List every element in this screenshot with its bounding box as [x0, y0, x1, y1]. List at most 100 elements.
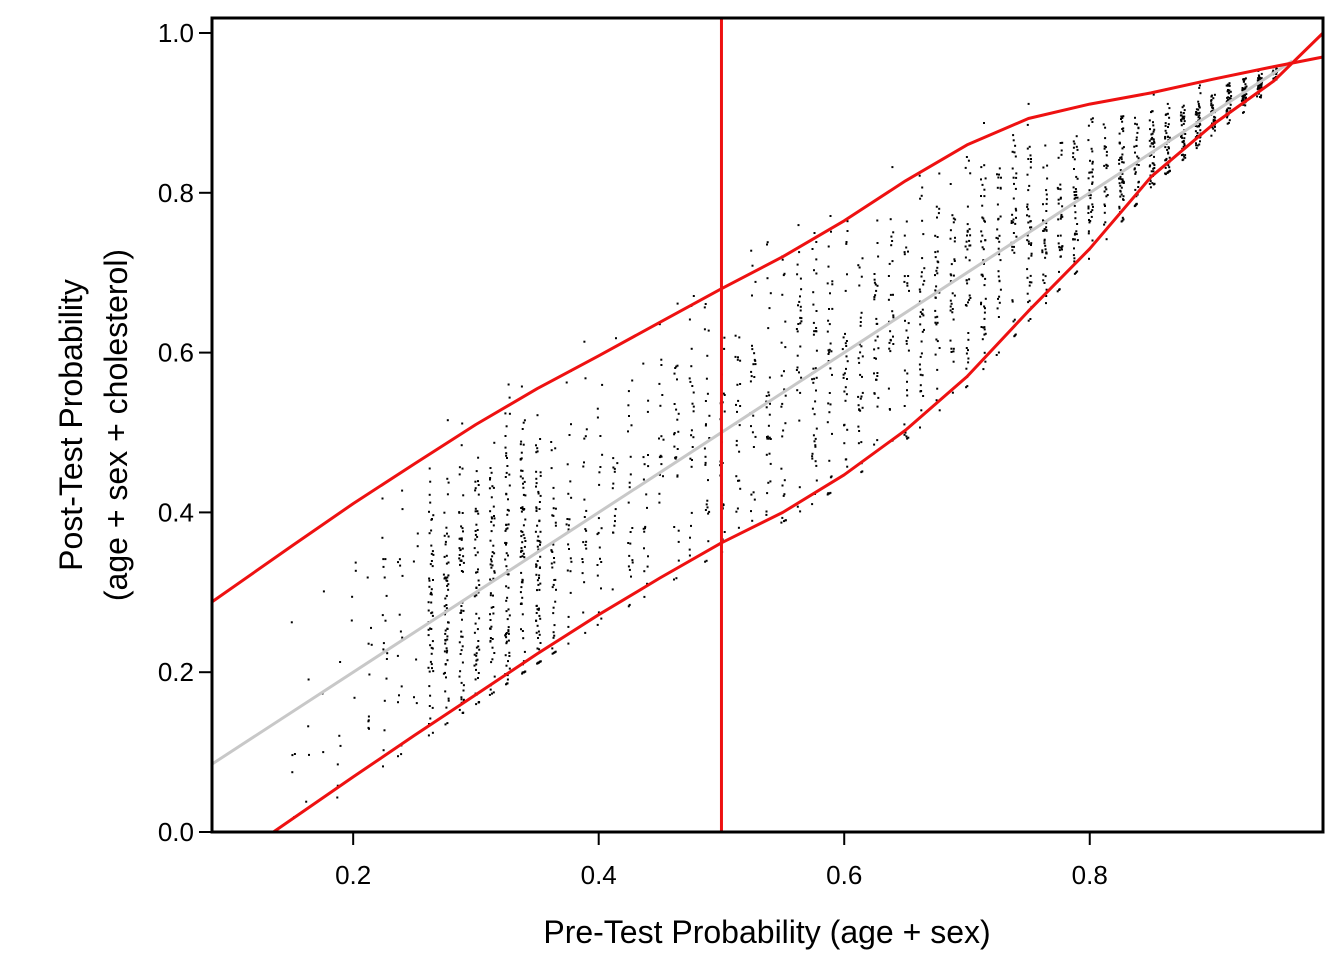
scatter-point — [859, 316, 862, 319]
scatter-point — [708, 414, 711, 417]
scatter-point — [876, 439, 879, 442]
scatter-point — [397, 701, 399, 704]
scatter-point — [443, 577, 446, 580]
scatter-point — [999, 186, 1002, 189]
scatter-point — [781, 293, 784, 296]
scatter-point — [383, 729, 386, 732]
scatter-point — [520, 440, 523, 443]
scatter-point — [507, 639, 510, 642]
scatter-point — [1059, 196, 1062, 199]
scatter-point — [705, 377, 708, 380]
scatter-point — [827, 245, 830, 248]
scatter-point — [811, 503, 814, 506]
scatter-point — [446, 627, 449, 630]
scatter-point — [1089, 171, 1092, 174]
scatter-point — [1164, 146, 1167, 149]
scatter-point — [903, 405, 906, 407]
scatter-point — [643, 530, 646, 533]
scatter-point — [843, 423, 846, 426]
scatter-point — [828, 351, 831, 354]
scatter-point — [491, 564, 494, 567]
scatter-point — [507, 498, 509, 501]
scatter-point — [1195, 112, 1198, 115]
scatter-point — [1135, 136, 1138, 139]
scatter-point — [906, 380, 908, 383]
scatter-point — [998, 301, 1001, 304]
scatter-point — [1118, 132, 1121, 135]
scatter-point — [446, 635, 449, 638]
scatter-point — [568, 518, 571, 521]
scatter-point — [535, 470, 538, 473]
scatter-point — [688, 548, 691, 551]
scatter-point — [1057, 242, 1060, 245]
scatter-point — [1105, 154, 1108, 157]
scatter-point — [950, 351, 953, 353]
scatter-point — [493, 570, 496, 573]
scatter-point — [1015, 216, 1017, 219]
scatter-point — [937, 212, 940, 215]
scatter-point — [783, 272, 786, 275]
scatter-point — [506, 457, 508, 459]
scatter-point — [551, 551, 554, 553]
scatter-point — [1030, 252, 1033, 255]
scatter-point — [1195, 113, 1198, 116]
scatter-point — [780, 405, 783, 408]
scatter-point — [815, 349, 818, 352]
scatter-point — [1057, 218, 1060, 221]
scatter-point — [535, 451, 538, 454]
scatter-point — [459, 548, 462, 551]
scatter-point — [584, 435, 587, 438]
scatter-point — [705, 559, 708, 562]
scatter-point — [554, 650, 557, 653]
scatter-point — [1076, 196, 1079, 199]
scatter-point — [905, 220, 908, 223]
scatter-point — [967, 349, 969, 352]
scatter-point — [1183, 120, 1186, 123]
scatter-point — [399, 564, 402, 567]
scatter-point — [953, 258, 956, 261]
scatter-point — [520, 510, 523, 513]
scatter-point — [675, 365, 678, 368]
scatter-point — [550, 549, 553, 552]
y-axis-title-line-1: Post-Test Probability — [53, 279, 89, 571]
scatter-point — [505, 552, 508, 555]
scatter-point — [704, 461, 707, 464]
scatter-point — [751, 431, 754, 434]
scatter-point — [600, 561, 603, 563]
scatter-point — [613, 514, 616, 517]
scatter-point — [553, 634, 556, 637]
scatter-point — [1134, 172, 1137, 175]
scatter-point — [768, 452, 771, 455]
scatter-point — [427, 634, 430, 637]
scatter-point — [444, 639, 447, 641]
scatter-point — [983, 333, 986, 336]
scatter-point — [431, 667, 433, 670]
scatter-point — [997, 316, 1000, 318]
scatter-point — [598, 483, 601, 486]
scatter-point — [967, 332, 970, 334]
scatter-point — [845, 458, 848, 461]
scatter-point — [427, 601, 430, 604]
scatter-point — [967, 338, 970, 341]
scatter-point — [1045, 302, 1047, 305]
scatter-point — [461, 547, 464, 550]
scatter-point — [662, 438, 665, 441]
scatter-point — [1183, 142, 1186, 145]
scatter-point — [1168, 116, 1171, 119]
scatter-point — [689, 380, 692, 383]
scatter-point — [984, 332, 987, 335]
scatter-point — [1106, 164, 1109, 167]
scatter-point — [396, 654, 399, 657]
scatter-point — [658, 473, 661, 476]
scatter-point — [1089, 194, 1092, 197]
scatter-point — [983, 122, 985, 124]
scatter-point — [460, 605, 463, 607]
scatter-point — [964, 256, 967, 259]
scatter-point — [875, 378, 878, 381]
scatter-point — [1087, 177, 1090, 180]
scatter-point — [567, 642, 570, 645]
scatter-point — [475, 594, 478, 597]
scatter-point — [892, 316, 895, 319]
scatter-point — [489, 594, 492, 597]
scatter-point — [1152, 93, 1155, 96]
